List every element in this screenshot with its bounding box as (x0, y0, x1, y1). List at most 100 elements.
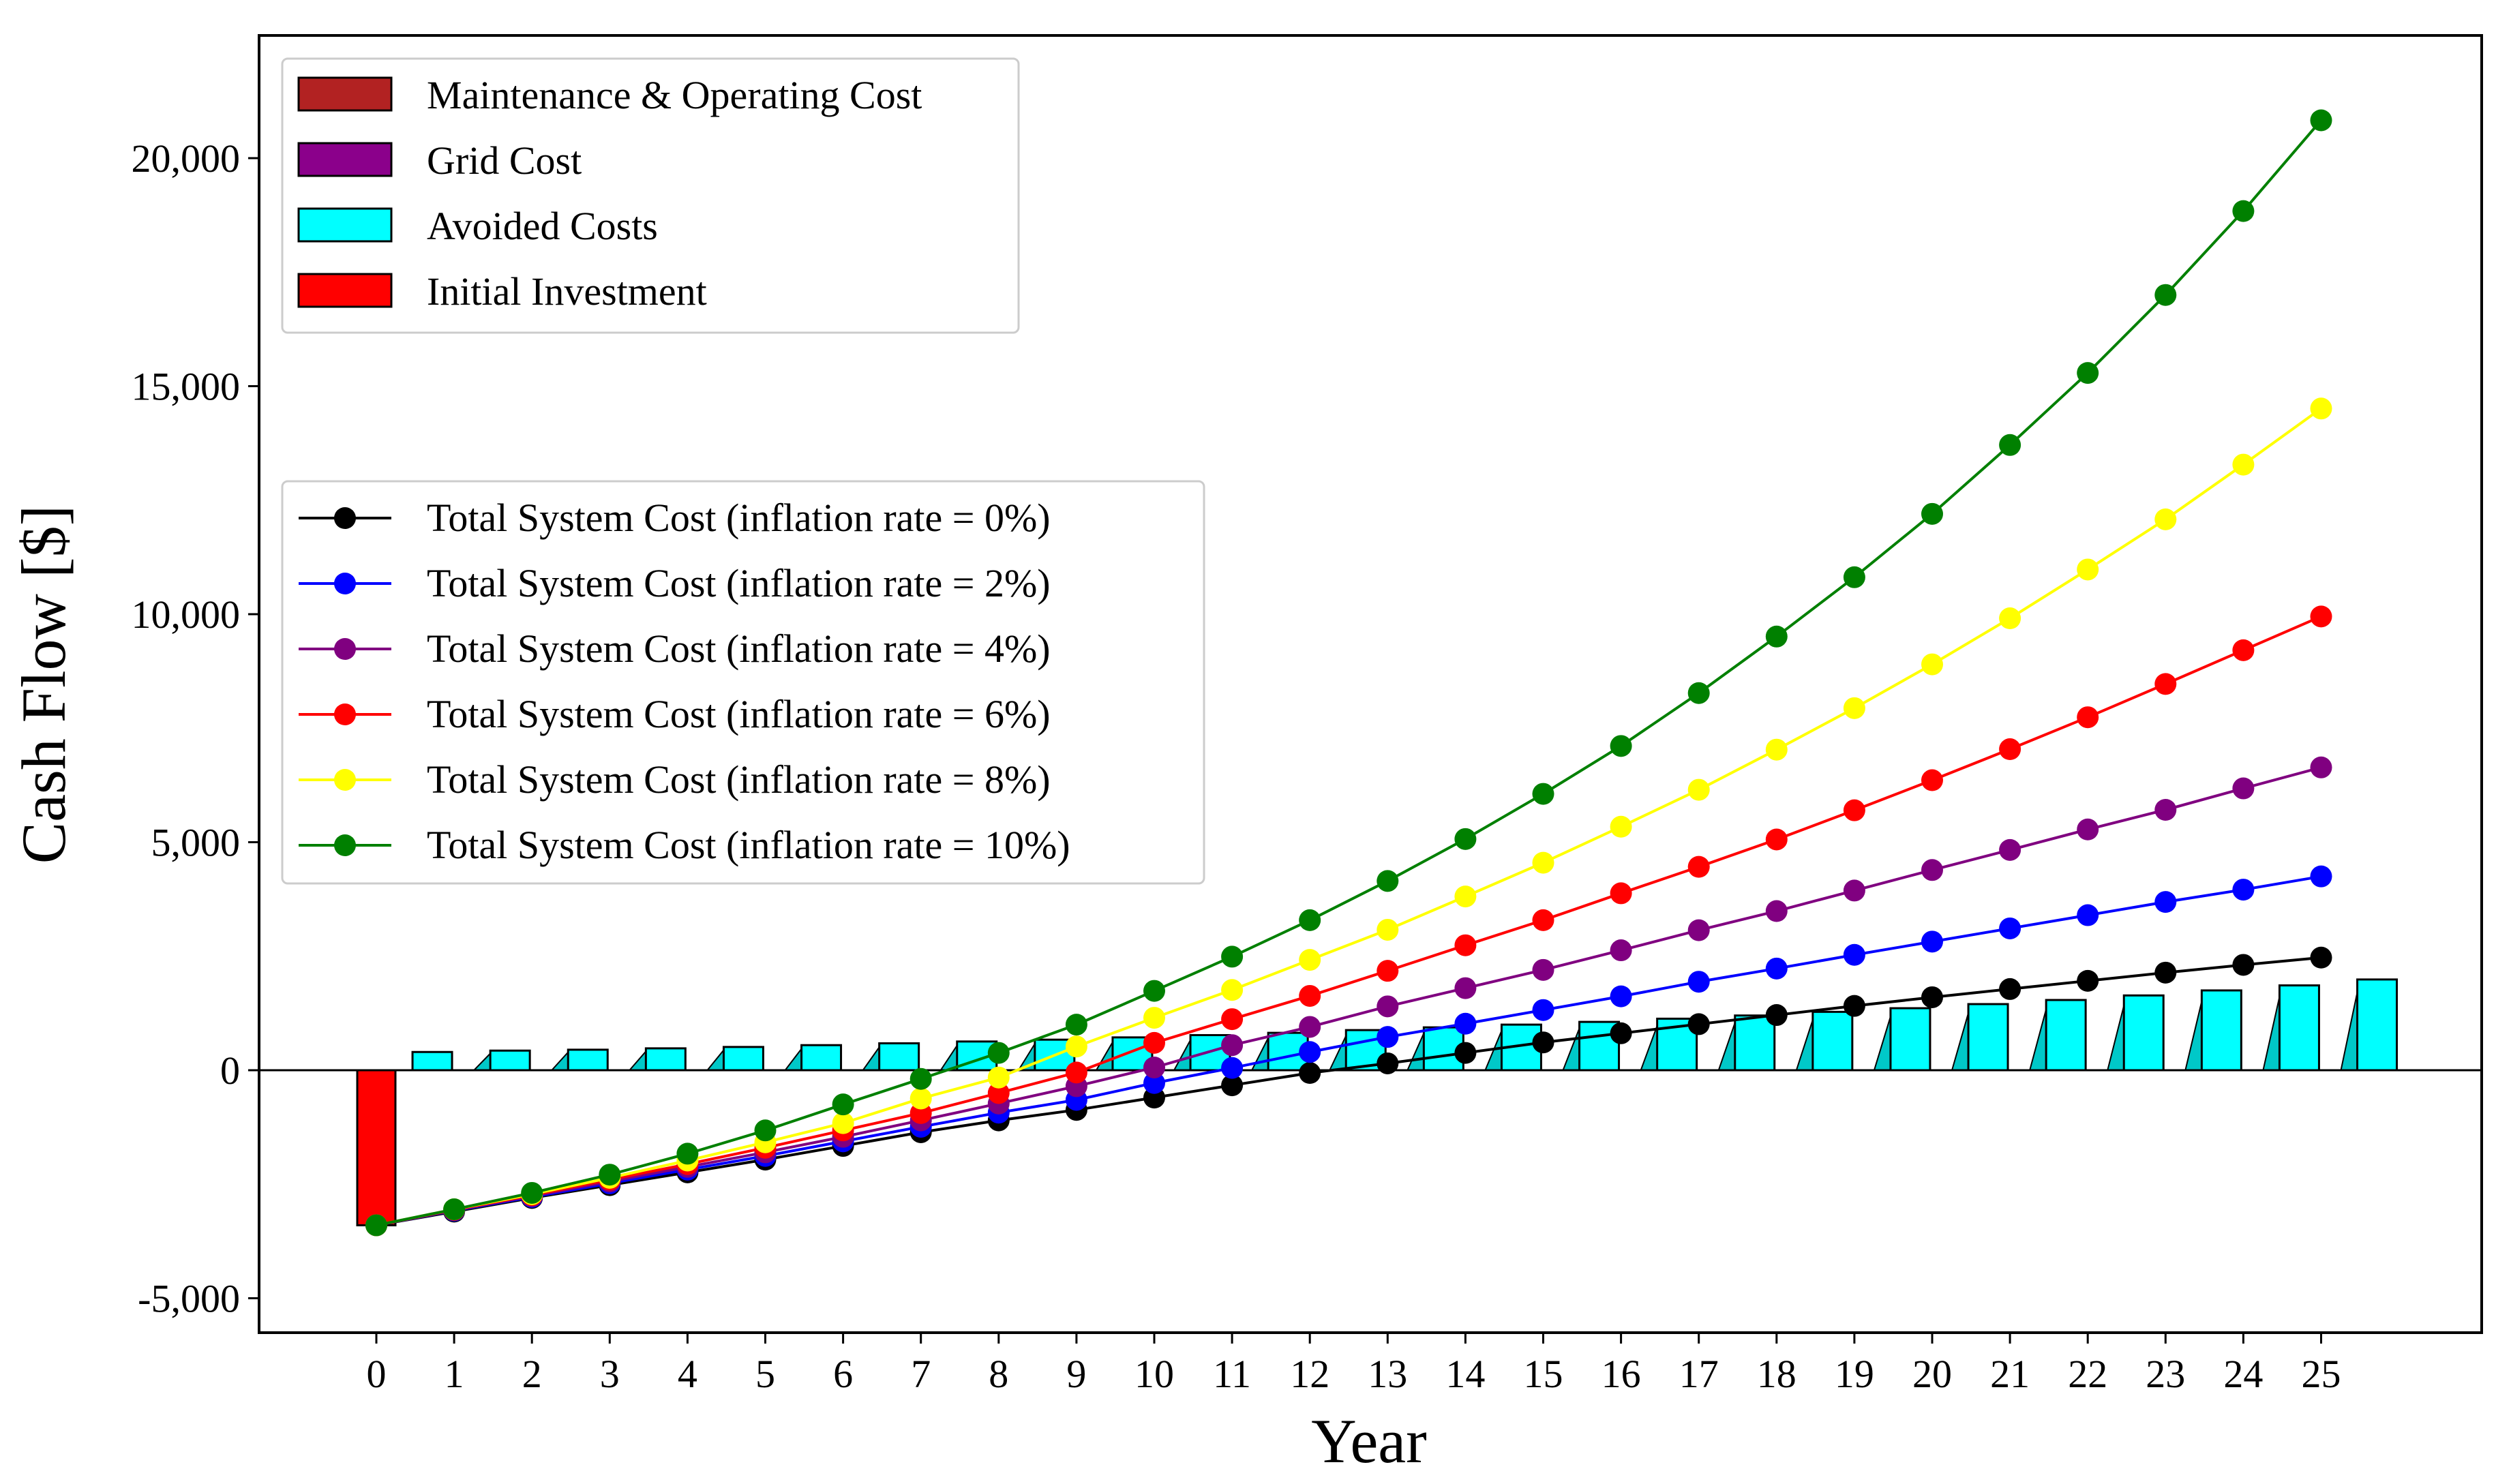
data-point (1454, 1042, 1477, 1064)
y-tick-label: 5,000 (151, 821, 241, 865)
data-point (1454, 934, 1477, 956)
x-tick-label: 0 (367, 1352, 387, 1396)
avoided-cost-bar (1889, 1007, 1931, 1072)
data-point (2232, 200, 2255, 222)
y-axis-ticks: -5,000 0 5,000 10,000 15,000 20,000 (132, 136, 259, 1321)
data-point (754, 1119, 777, 1142)
data-point (1221, 979, 1244, 1001)
data-point (1999, 738, 2021, 761)
x-tick-label: 3 (600, 1352, 620, 1396)
line-legend-label: Total System Cost (inflation rate = 0%) (427, 496, 1051, 540)
x-tick-label: 25 (2302, 1352, 2341, 1396)
data-point (2077, 904, 2099, 926)
data-point (2154, 961, 2177, 984)
avoided-cost-bar (489, 1049, 531, 1072)
x-tick-label: 4 (678, 1352, 697, 1396)
x-tick-label: 8 (989, 1352, 1008, 1396)
x-tick-label: 11 (1213, 1352, 1251, 1396)
data-point (2077, 818, 2099, 841)
data-point (1921, 653, 1943, 676)
bar-legend-label: Maintenance & Operating Cost (427, 73, 922, 117)
x-tick-label: 23 (2146, 1352, 2185, 1396)
data-point (1921, 930, 1943, 953)
line-legend-label: Total System Cost (inflation rate = 4%) (427, 626, 1051, 671)
data-point (1687, 919, 1710, 941)
x-tick-label: 21 (1990, 1352, 2030, 1396)
bar-legend-swatch (297, 142, 393, 177)
x-tick-label: 14 (1445, 1352, 1485, 1396)
bar-legend-swatch (297, 273, 393, 308)
data-point (599, 1164, 621, 1186)
avoided-cost-bar (722, 1046, 764, 1072)
data-point (1299, 1041, 1321, 1063)
avoided-cost-bar (567, 1048, 609, 1072)
data-point (1143, 980, 1165, 1002)
data-point (1610, 939, 1632, 962)
line-legend-marker (334, 703, 356, 725)
data-point (1065, 1061, 1087, 1084)
data-point (1843, 879, 1865, 902)
data-point (909, 1067, 932, 1090)
data-point (987, 1082, 1010, 1104)
x-tick-label: 5 (755, 1352, 775, 1396)
data-point (1921, 502, 1943, 525)
avoided-cost-bar (1811, 1010, 1854, 1072)
x-tick-label: 12 (1290, 1352, 1329, 1396)
data-point (2077, 706, 2099, 729)
bar-legend-swatch (297, 76, 393, 112)
avoided-cost-bar (878, 1042, 920, 1072)
data-point (1221, 1057, 1244, 1079)
data-point (2310, 605, 2332, 628)
data-point (2077, 558, 2099, 581)
avoided-cost-bar (800, 1044, 843, 1072)
data-point (2310, 397, 2332, 420)
data-point (1687, 1013, 1710, 1035)
data-point (1687, 778, 1710, 801)
data-point (1377, 995, 1399, 1018)
line-legend-box (281, 480, 1205, 885)
data-point (1921, 986, 1943, 1008)
bar-legend-box (281, 57, 1020, 334)
x-tick-label: 10 (1134, 1352, 1174, 1396)
plot-frame (258, 34, 2483, 1334)
x-tick-label: 13 (1368, 1352, 1407, 1396)
avoided-cost-bar (411, 1050, 453, 1072)
x-tick-label: 2 (522, 1352, 542, 1396)
data-point (1921, 859, 1943, 881)
line-legend-label: Total System Cost (inflation rate = 2%) (427, 561, 1051, 605)
data-point (2232, 777, 2255, 800)
data-point (1532, 783, 1554, 805)
data-point (2154, 284, 2177, 306)
data-point (1999, 917, 2021, 939)
data-point (1221, 1008, 1244, 1031)
series-5 (365, 109, 2332, 1237)
data-point (1765, 1004, 1788, 1027)
data-point (1999, 434, 2021, 456)
data-point (1532, 851, 1554, 874)
data-point (1299, 1016, 1321, 1038)
data-point (1221, 1034, 1244, 1057)
data-point (2077, 362, 2099, 384)
data-point (2232, 453, 2255, 476)
data-point (1999, 607, 2021, 630)
data-point (1765, 900, 1788, 922)
data-point (1610, 815, 1632, 838)
data-point (676, 1142, 699, 1165)
data-point (1532, 958, 1554, 981)
data-point (909, 1087, 932, 1110)
data-point (1532, 1031, 1554, 1054)
data-point (987, 1066, 1010, 1089)
line-legend-label: Total System Cost (inflation rate = 6%) (427, 692, 1051, 736)
data-point (1377, 1052, 1399, 1074)
avoided-cost-bar (2278, 984, 2320, 1072)
bar-legend-label: Avoided Costs (427, 204, 658, 248)
data-point (2310, 756, 2332, 778)
data-point (1687, 682, 1710, 704)
y-axis-title: Cash Flow [$] (9, 505, 78, 864)
line-legend: Total System Cost (inflation rate = 0%) T… (281, 480, 1205, 885)
data-point (2154, 508, 2177, 530)
data-point (1454, 828, 1477, 850)
line-legend-label: Total System Cost (inflation rate = 10%) (427, 823, 1070, 867)
data-point (2232, 639, 2255, 661)
x-tick-label: 18 (1757, 1352, 1796, 1396)
